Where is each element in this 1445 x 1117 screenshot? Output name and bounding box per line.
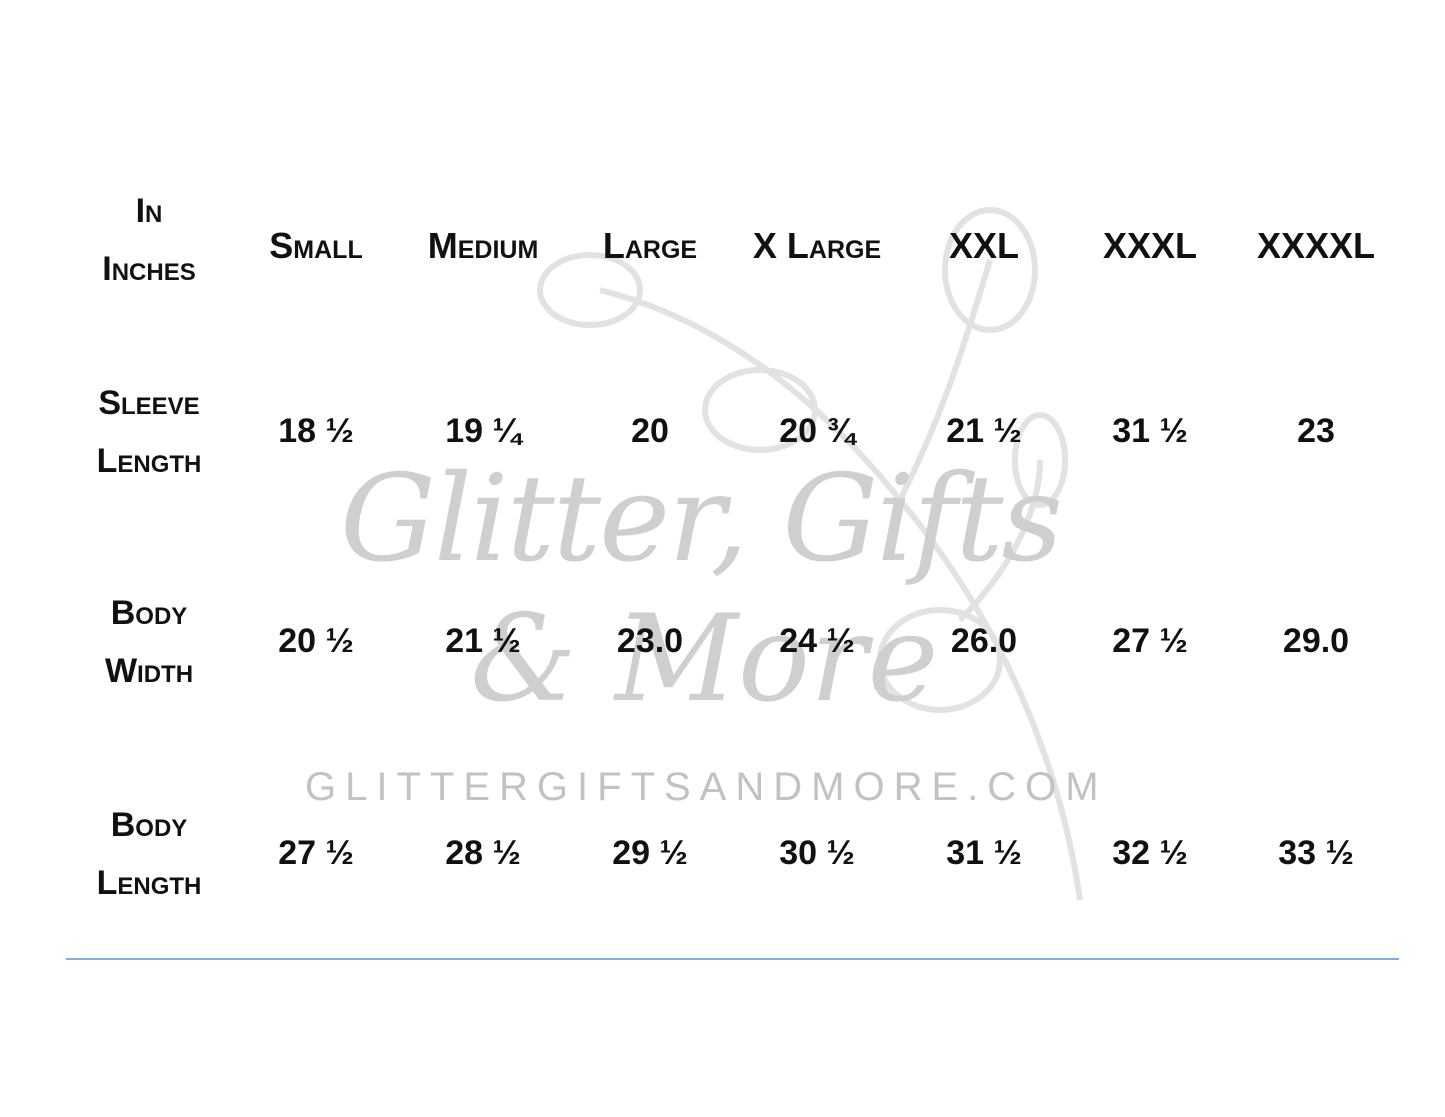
cell-body-length-x-large: 30 ½	[779, 834, 855, 872]
cell-body-length-medium: 28 ½	[445, 834, 521, 872]
cell-sleeve-length-xxxl: 31 ½	[1112, 412, 1188, 450]
column-header-x-large: X Large	[752, 225, 882, 266]
corner-label-line1: In	[135, 192, 163, 230]
corner-label: In Inches	[102, 182, 195, 298]
flower-watermark-icon	[537, 207, 1083, 901]
cell-sleeve-length-x-large: 20 ¾	[779, 412, 855, 450]
column-header-xxxl: XXXL	[1102, 225, 1198, 266]
row-label-line: Length	[96, 442, 202, 480]
row-label-sleeve-length: Sleeve Length	[97, 374, 202, 490]
column-header-xxxxl: XXXXL	[1256, 225, 1376, 266]
cell-body-length-small: 27 ½	[278, 834, 354, 872]
cell-sleeve-length-large: 20	[631, 412, 669, 450]
cell-body-length-xxxl: 32 ½	[1112, 834, 1188, 872]
cell-body-width-xxxxl: 29.0	[1282, 622, 1350, 660]
column-header-xxl: XXL	[948, 225, 1020, 266]
cell-body-width-medium: 21 ½	[445, 622, 521, 660]
row-label-line: Length	[96, 864, 202, 902]
cell-sleeve-length-xxxxl: 23	[1297, 412, 1335, 450]
cell-sleeve-length-medium: 19 ¼	[445, 412, 521, 450]
cell-body-width-xxxl: 27 ½	[1112, 622, 1188, 660]
column-header-small: Small	[269, 225, 363, 266]
divider-line	[66, 958, 1399, 960]
row-label-line: Width	[104, 652, 194, 690]
cell-body-length-xxl: 31 ½	[946, 834, 1022, 872]
cell-body-width-large: 23.0	[616, 622, 684, 660]
row-label-line: Body	[110, 806, 188, 844]
cell-body-width-small: 20 ½	[278, 622, 354, 660]
column-header-medium: Medium	[427, 225, 539, 266]
cell-sleeve-length-small: 18 ½	[278, 412, 354, 450]
cell-body-width-xxl: 26.0	[950, 622, 1018, 660]
cell-sleeve-length-xxl: 21 ½	[946, 412, 1022, 450]
column-header-large: Large	[602, 225, 698, 266]
cell-body-length-large: 29 ½	[612, 834, 688, 872]
corner-label-line2: Inches	[102, 250, 196, 288]
row-label-body-length: Body Length	[97, 796, 202, 912]
cell-body-width-x-large: 24 ½	[779, 622, 855, 660]
row-label-line: Body	[110, 594, 188, 632]
row-label-line: Sleeve	[98, 384, 200, 422]
row-label-body-width: Body Width	[105, 584, 193, 700]
cell-body-length-xxxxl: 33 ½	[1278, 834, 1354, 872]
